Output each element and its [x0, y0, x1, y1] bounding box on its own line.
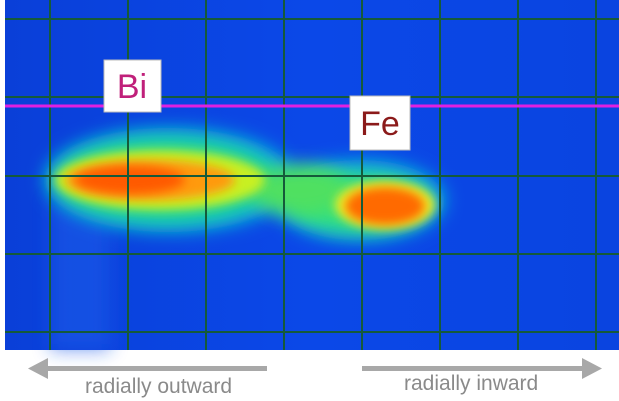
plasma-emission: [45, 128, 445, 240]
grid: [5, 0, 619, 350]
label-box: [103, 59, 162, 113]
inward-label: radially inward: [404, 372, 538, 395]
fe-label: Fe: [360, 105, 400, 143]
glow: [50, 200, 110, 350]
bi-label: Bi: [117, 68, 147, 106]
outward-label: radially outward: [85, 375, 232, 398]
arrows: [28, 358, 602, 379]
label-box: [349, 95, 411, 151]
